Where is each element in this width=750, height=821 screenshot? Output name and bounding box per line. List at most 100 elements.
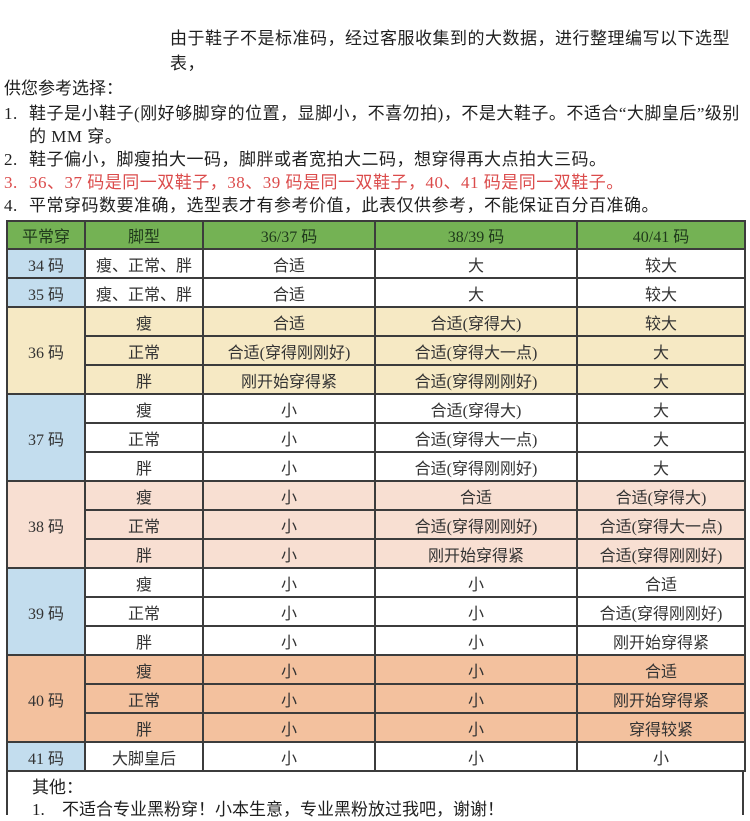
- table-row: 35 码瘦、正常、胖 合适大较大: [6, 277, 746, 308]
- header-size-38-39: 38/39 码: [374, 220, 578, 250]
- size-cell: 37 码: [6, 393, 86, 482]
- point-text: 鞋子是小鞋子(刚好够脚穿的位置，显脚小，不喜勿拍)，不是大鞋子。不适合“大脚皇后…: [29, 104, 740, 146]
- foot-type-cell: 正常: [84, 422, 204, 453]
- intro-point-3: 3. 36、37 码是同一双鞋子，38、39 码是同一双鞋子，40、41 码是同…: [4, 171, 746, 194]
- fit-cell: 刚开始穿得紧: [576, 683, 746, 714]
- fit-cell: 大: [576, 393, 746, 424]
- fit-cell: 合适(穿得刚刚好): [374, 364, 578, 395]
- fit-cell: 合适(穿得大一点): [576, 509, 746, 540]
- fit-cell: 较大: [576, 248, 746, 279]
- table-row: 34 码瘦、正常、胖 合适大较大: [6, 248, 746, 279]
- point-number: 3.: [4, 173, 18, 192]
- fit-cell: 合适(穿得刚刚好): [576, 538, 746, 569]
- intro-point-1: 1. 鞋子是小鞋子(刚好够脚穿的位置，显脚小，不喜勿拍)，不是大鞋子。不适合“大…: [4, 102, 746, 148]
- fit-cell: 合适(穿得大一点): [374, 422, 578, 453]
- fit-cell: 合适(穿得大): [374, 393, 578, 424]
- foot-type-cell: 瘦: [84, 567, 204, 598]
- fit-cell: 合适(穿得刚刚好): [374, 451, 578, 482]
- notes-section: 其他： 1. 不适合专业黑粉穿！小本生意，专业黑粉放过我吧，谢谢！: [6, 772, 744, 819]
- fit-cell: 大: [576, 335, 746, 366]
- fit-cell: 小: [202, 712, 376, 743]
- size-cell: 36 码: [6, 306, 86, 395]
- foot-type-cell: 正常: [84, 683, 204, 714]
- fit-cell: 小: [374, 683, 578, 714]
- point-text: 鞋子偏小，脚瘦拍大一码，脚胖或者宽拍大二码，想穿得再大点拍大三码。: [29, 150, 607, 169]
- fit-cell: 合适(穿得大): [576, 480, 746, 511]
- foot-type-cell: 胖: [84, 625, 204, 656]
- intro-line-1: 由于鞋子不是标准码，经过客服收集到的大数据，进行整理编写以下选型表，: [170, 29, 730, 73]
- fit-cell: 小: [202, 567, 376, 598]
- fit-cell: 刚开始穿得紧: [576, 625, 746, 656]
- fit-cell: 合适(穿得刚刚好): [576, 596, 746, 627]
- fit-cell: 合适(穿得大一点): [374, 335, 578, 366]
- fit-cell: 合适: [576, 567, 746, 598]
- size-cell: 41 码: [6, 741, 86, 772]
- fit-cell: 小: [202, 480, 376, 511]
- note-text: 不适合专业黑粉穿！小本生意，专业黑粉放过我吧，谢谢！: [62, 800, 504, 819]
- foot-type-cell: 胖: [84, 451, 204, 482]
- size-cell: 40 码: [6, 654, 86, 743]
- fit-cell: 小: [202, 451, 376, 482]
- table-row: 37 码瘦小合适(穿得大) 大: [6, 393, 746, 482]
- notes-title: 其他：: [32, 778, 83, 797]
- fit-cell: 小: [202, 625, 376, 656]
- note-number: 1.: [32, 800, 45, 819]
- fit-cell: 小: [202, 538, 376, 569]
- table-row: 41 码大脚皇后小小小: [6, 741, 746, 772]
- fit-cell: 小: [374, 625, 578, 656]
- fit-cell: 合适: [374, 480, 578, 511]
- fit-cell: 小: [202, 509, 376, 540]
- point-text: 36、37 码是同一双鞋子，38、39 码是同一双鞋子，40、41 码是同一双鞋…: [29, 173, 624, 192]
- fit-cell: 穿得较紧: [576, 712, 746, 743]
- table-header-row: 平常穿 脚型 36/37 码 38/39 码 40/41 码: [6, 220, 746, 250]
- fit-cell: 小: [374, 741, 578, 772]
- table-row: 胖小刚开始穿得紧 合适(穿得刚刚好): [7, 538, 746, 569]
- table-row: 39 码瘦小小合适: [6, 567, 746, 656]
- size-cell: 34 码: [6, 248, 86, 279]
- fit-cell: 大: [576, 451, 746, 482]
- size-table-body: 34 码瘦、正常、胖 合适大较大 35 码瘦、正常、胖 合适大较大 36 码瘦合适 合适(…: [6, 248, 746, 772]
- table-row: 40 码瘦小小合适: [6, 654, 746, 743]
- fit-cell: 合适(穿得刚刚好): [374, 509, 578, 540]
- fit-cell: 小: [202, 596, 376, 627]
- table-row: 正常小合适(穿得大一点) 大: [7, 422, 746, 453]
- fit-cell: 合适: [202, 306, 376, 337]
- fit-cell: 合适(穿得大): [374, 306, 578, 337]
- foot-type-cell: 瘦: [84, 306, 204, 337]
- foot-type-cell: 瘦: [84, 480, 204, 511]
- table-row: 38 码瘦小合适 合适(穿得大): [6, 480, 746, 569]
- header-size-40-41: 40/41 码: [576, 220, 746, 250]
- table-row: 胖小合适(穿得刚刚好) 大: [7, 451, 746, 482]
- header-foot-type: 脚型: [84, 220, 204, 250]
- point-number: 1.: [4, 104, 18, 123]
- note-item: 1. 不适合专业黑粉穿！小本生意，专业黑粉放过我吧，谢谢！: [32, 799, 742, 821]
- foot-type-cell: 正常: [84, 335, 204, 366]
- fit-cell: 小: [374, 712, 578, 743]
- fit-cell: 小: [374, 567, 578, 598]
- shoe-size-selection-table: 平常穿 脚型 36/37 码 38/39 码 40/41 码 34 码瘦、正常、…: [6, 220, 746, 772]
- fit-cell: 小: [202, 422, 376, 453]
- foot-type-cell: 瘦: [84, 393, 204, 424]
- point-number: 4.: [4, 196, 18, 215]
- fit-cell: 大: [576, 364, 746, 395]
- table-row: 36 码瘦合适 合适(穿得大) 较大: [6, 306, 746, 395]
- size-cell: 38 码: [6, 480, 86, 569]
- foot-type-cell: 瘦、正常、胖: [84, 248, 204, 279]
- fit-cell: 小: [576, 741, 746, 772]
- foot-type-cell: 正常: [84, 596, 204, 627]
- fit-cell: 小: [202, 393, 376, 424]
- intro-point-2: 2. 鞋子偏小，脚瘦拍大一码，脚胖或者宽拍大二码，想穿得再大点拍大三码。: [4, 148, 746, 171]
- intro-points-list: 1. 鞋子是小鞋子(刚好够脚穿的位置，显脚小，不喜勿拍)，不是大鞋子。不适合“大…: [4, 102, 746, 217]
- fit-cell: 合适: [202, 248, 376, 279]
- foot-type-cell: 胖: [84, 712, 204, 743]
- size-cell: 35 码: [6, 277, 86, 308]
- point-text: 平常穿码数要准确，选型表才有参考价值，此表仅供参考，不能保证百分百准确。: [29, 196, 659, 215]
- fit-cell: 合适: [202, 277, 376, 308]
- fit-cell: 合适(穿得刚刚好): [202, 335, 376, 366]
- table-row: 胖小小刚开始穿得紧: [7, 625, 746, 656]
- fit-cell: 小: [202, 683, 376, 714]
- table-row: 正常小小合适(穿得刚刚好): [7, 596, 746, 627]
- foot-type-cell: 正常: [84, 509, 204, 540]
- fit-cell: 较大: [576, 306, 746, 337]
- intro-point-4: 4. 平常穿码数要准确，选型表才有参考价值，此表仅供参考，不能保证百分百准确。: [4, 194, 746, 217]
